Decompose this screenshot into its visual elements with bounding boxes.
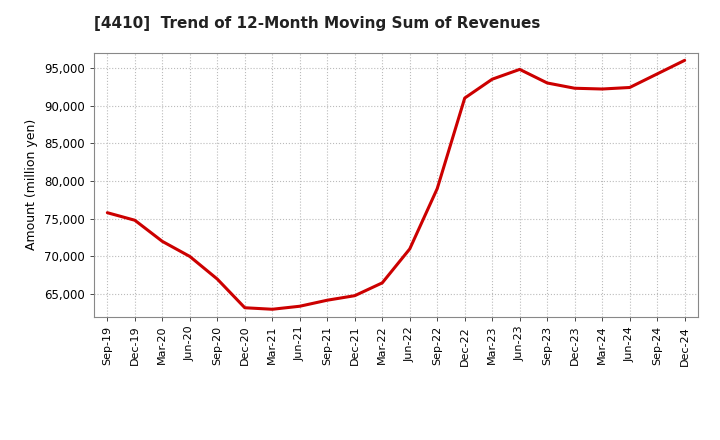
- Text: [4410]  Trend of 12-Month Moving Sum of Revenues: [4410] Trend of 12-Month Moving Sum of R…: [94, 16, 540, 31]
- Y-axis label: Amount (million yen): Amount (million yen): [25, 119, 38, 250]
